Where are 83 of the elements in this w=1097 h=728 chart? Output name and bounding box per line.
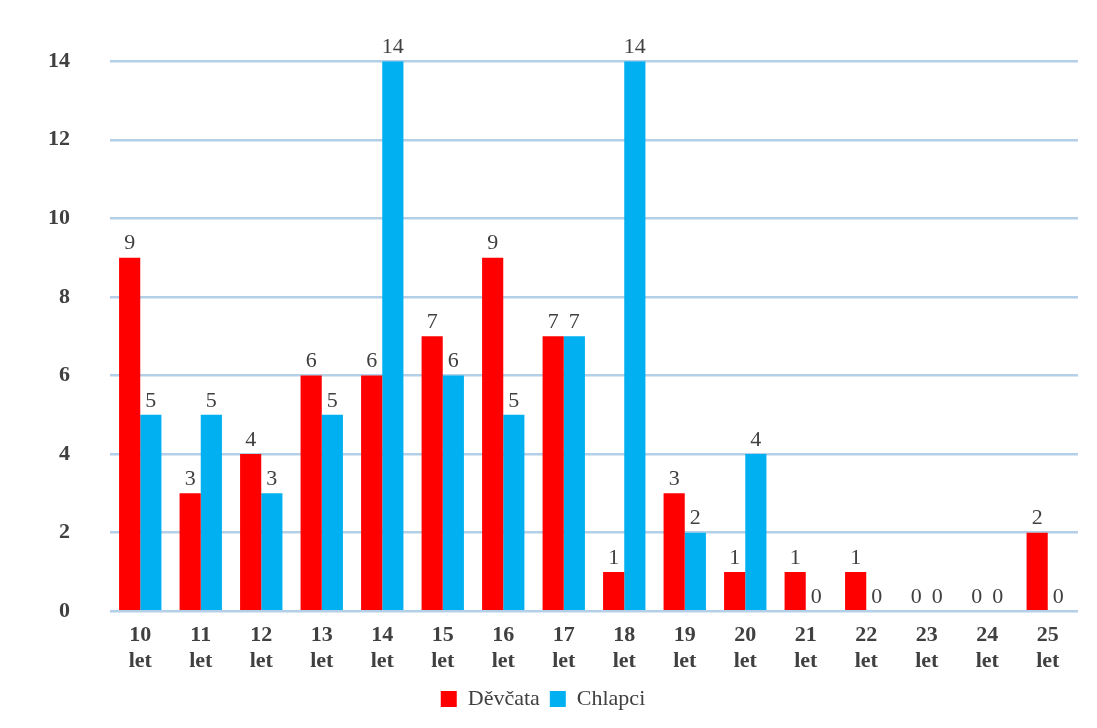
bar bbox=[140, 414, 162, 610]
y-tick-label: 6 bbox=[59, 361, 70, 387]
x-tick-label: 18 let bbox=[612, 621, 637, 673]
data-label: 5 bbox=[205, 386, 217, 412]
data-label: 4 bbox=[245, 425, 257, 451]
data-label: 0 bbox=[871, 582, 883, 608]
bar bbox=[421, 336, 443, 610]
data-label: 1 bbox=[850, 543, 862, 569]
data-label: 3 bbox=[184, 465, 196, 491]
y-tick-label: 12 bbox=[48, 125, 70, 151]
bar bbox=[382, 61, 404, 610]
data-label: 6 bbox=[305, 347, 317, 373]
bar bbox=[603, 571, 625, 610]
data-label: 5 bbox=[326, 386, 338, 412]
data-label: 7 bbox=[426, 307, 438, 333]
bar bbox=[200, 414, 222, 610]
legend-label: Děvčata bbox=[467, 684, 541, 710]
data-label: 0 bbox=[810, 582, 822, 608]
bar bbox=[240, 454, 262, 610]
bar bbox=[361, 375, 383, 610]
x-tick-label: 20 let bbox=[733, 621, 758, 673]
data-label: 14 bbox=[381, 32, 404, 58]
data-label: 9 bbox=[124, 229, 136, 255]
data-label: 7 bbox=[568, 307, 580, 333]
bar bbox=[563, 336, 585, 610]
data-label: 0 bbox=[910, 582, 922, 608]
bar bbox=[261, 493, 283, 610]
y-tick-label: 14 bbox=[48, 46, 70, 72]
y-tick-label: 10 bbox=[48, 204, 70, 230]
y-tick-label: 4 bbox=[59, 439, 70, 465]
bar bbox=[442, 375, 464, 610]
y-tick-label: 8 bbox=[59, 282, 70, 308]
x-tick-label: 22 let bbox=[854, 621, 879, 673]
data-label: 0 bbox=[992, 582, 1004, 608]
data-label: 0 bbox=[971, 582, 983, 608]
x-tick-label: 21 let bbox=[794, 621, 819, 673]
x-tick-label: 11 let bbox=[189, 621, 214, 673]
x-tick-label: 24 let bbox=[975, 621, 1000, 673]
x-tick-label: 16 let bbox=[491, 621, 516, 673]
data-label: 7 bbox=[547, 307, 559, 333]
bar bbox=[179, 493, 201, 610]
bar bbox=[300, 375, 322, 610]
data-label: 4 bbox=[750, 425, 762, 451]
x-tick-label: 13 let bbox=[310, 621, 335, 673]
bar bbox=[724, 571, 746, 610]
x-tick-label: 10 let bbox=[128, 621, 153, 673]
data-label: 6 bbox=[447, 347, 459, 373]
bar bbox=[624, 61, 646, 610]
data-label: 1 bbox=[789, 543, 801, 569]
data-label: 3 bbox=[668, 465, 680, 491]
data-label: 1 bbox=[608, 543, 620, 569]
y-tick-label: 2 bbox=[59, 518, 70, 544]
bar bbox=[321, 414, 343, 610]
x-tick-label: 19 let bbox=[673, 621, 698, 673]
data-label: 5 bbox=[145, 386, 157, 412]
bar bbox=[542, 336, 564, 610]
data-label: 9 bbox=[487, 229, 499, 255]
x-tick-label: 15 let bbox=[431, 621, 456, 673]
bar bbox=[503, 414, 525, 610]
bar bbox=[784, 571, 806, 610]
bar bbox=[684, 532, 706, 610]
x-tick-label: 17 let bbox=[552, 621, 577, 673]
y-tick-label: 0 bbox=[59, 596, 70, 622]
data-label: 6 bbox=[366, 347, 378, 373]
data-label: 0 bbox=[1052, 582, 1064, 608]
data-label: 14 bbox=[623, 32, 646, 58]
bar bbox=[482, 257, 504, 610]
x-tick-label: 12 let bbox=[249, 621, 274, 673]
bar bbox=[119, 257, 141, 610]
legend-label: Chlapci bbox=[576, 684, 646, 710]
data-label: 5 bbox=[508, 386, 520, 412]
bar bbox=[845, 571, 867, 610]
bar bbox=[1026, 532, 1048, 610]
x-tick-label: 23 let bbox=[915, 621, 940, 673]
x-tick-label: 14 let bbox=[370, 621, 395, 673]
data-label: 1 bbox=[729, 543, 741, 569]
data-label: 2 bbox=[1031, 504, 1043, 530]
bar bbox=[663, 493, 685, 610]
data-label: 2 bbox=[689, 504, 701, 530]
data-label: 3 bbox=[266, 465, 278, 491]
x-tick-label: 25 let bbox=[1036, 621, 1061, 673]
bar bbox=[745, 454, 767, 610]
data-label: 0 bbox=[931, 582, 943, 608]
